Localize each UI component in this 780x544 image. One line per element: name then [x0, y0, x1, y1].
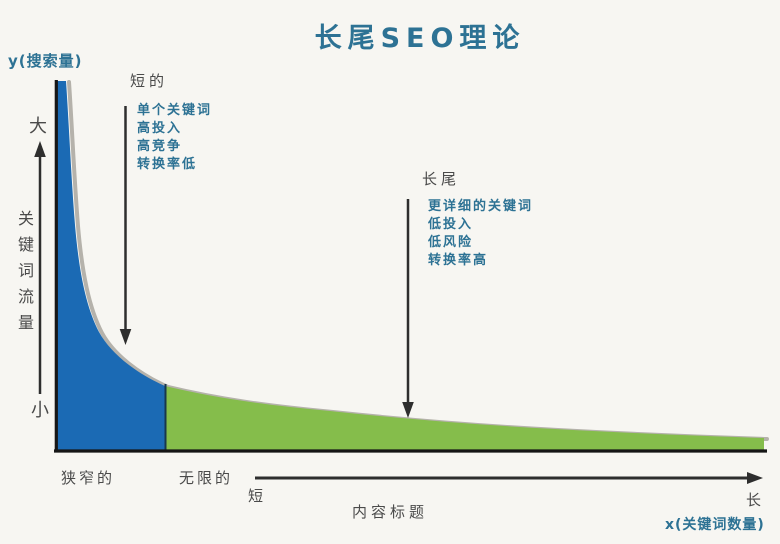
tail-annotation-item: 低风险 [428, 235, 474, 250]
page-title: 长尾SEO理论 [314, 23, 526, 54]
tail-annotation-list: 更详细的关键词 低投入 低风险 转换率高 [428, 198, 533, 270]
tail-annotation-item: 低投入 [428, 217, 474, 232]
x-axis-label: x(关键词数量) [665, 517, 765, 533]
y-axis-label: y(搜索量) [8, 52, 83, 70]
x-start-label: 短 [248, 487, 264, 505]
head-annotation-item: 转换率低 [137, 157, 198, 172]
head-annotation-item: 高竞争 [137, 139, 183, 154]
tail-area [165, 386, 764, 451]
tail-annotation-item: 转换率高 [428, 253, 489, 268]
head-area [55, 81, 165, 451]
x-axis-title: 内容标题 [352, 503, 429, 521]
head-annotation-item: 高投入 [137, 121, 183, 136]
tail-annotation-arrow [402, 199, 414, 418]
y-min-label: 小 [31, 400, 49, 421]
y-axis-title: 关键词流量 [15, 210, 34, 340]
tail-annotation-heading: 长尾 [422, 170, 461, 188]
x-direction-arrow [255, 472, 763, 484]
x-end-label: 长 [746, 491, 762, 509]
tail-annotation-item: 更详细的关键词 [428, 199, 534, 214]
y-max-label: 大 [29, 116, 47, 137]
head-region-label: 狭窄的 [61, 469, 116, 487]
up-arrow [34, 141, 46, 394]
head-annotation-item: 单个关键词 [137, 103, 213, 118]
tail-region-label: 无限的 [179, 469, 234, 487]
head-annotation-list: 单个关键词 高投入 高竞争 转换率低 [137, 102, 212, 174]
head-annotation-arrow [119, 106, 132, 345]
head-annotation-heading: 短的 [130, 72, 169, 90]
